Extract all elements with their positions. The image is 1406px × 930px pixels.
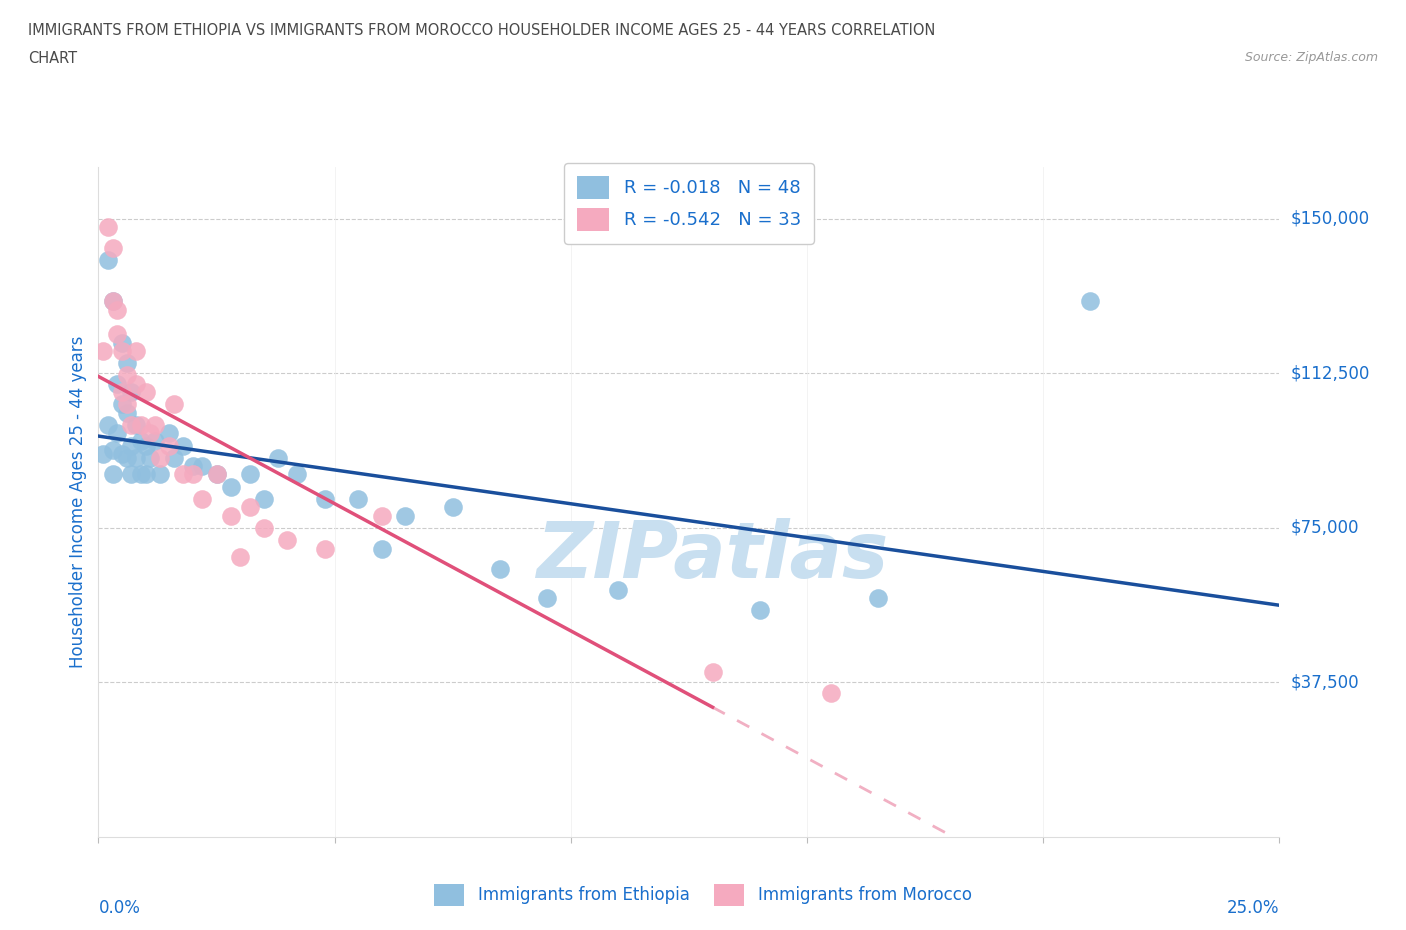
- Point: [105, 377, 128, 392]
- Point: [115, 450, 138, 465]
- Point: [239, 500, 262, 515]
- Point: [139, 426, 162, 441]
- Point: [115, 368, 138, 383]
- Point: [702, 665, 724, 680]
- Point: [229, 550, 252, 565]
- Legend: R = -0.018   N = 48, R = -0.542   N = 33: R = -0.018 N = 48, R = -0.542 N = 33: [564, 163, 814, 244]
- Point: [394, 508, 416, 523]
- Point: [239, 467, 262, 482]
- Point: [101, 294, 124, 309]
- Point: [129, 434, 152, 449]
- Point: [371, 508, 394, 523]
- Point: [205, 467, 228, 482]
- Point: [181, 467, 204, 482]
- Point: [125, 343, 148, 358]
- Point: [191, 492, 214, 507]
- Text: $75,000: $75,000: [1291, 519, 1360, 537]
- Point: [101, 443, 124, 458]
- Text: ZIPatlas: ZIPatlas: [537, 518, 889, 593]
- Point: [163, 397, 186, 412]
- Point: [139, 450, 162, 465]
- Point: [111, 446, 134, 461]
- Point: [101, 467, 124, 482]
- Point: [97, 219, 120, 234]
- Point: [105, 326, 128, 341]
- Point: [111, 397, 134, 412]
- Point: [125, 418, 148, 432]
- Point: [157, 438, 180, 453]
- Point: [105, 302, 128, 317]
- Text: $150,000: $150,000: [1291, 210, 1369, 228]
- Point: [129, 467, 152, 482]
- Point: [121, 467, 143, 482]
- Point: [111, 343, 134, 358]
- Point: [163, 450, 186, 465]
- Point: [191, 458, 214, 473]
- Point: [111, 384, 134, 399]
- Point: [135, 438, 157, 453]
- Point: [347, 492, 370, 507]
- Point: [91, 343, 114, 358]
- Point: [121, 384, 143, 399]
- Point: [314, 541, 336, 556]
- Point: [129, 418, 152, 432]
- Point: [125, 377, 148, 392]
- Text: CHART: CHART: [28, 51, 77, 66]
- Point: [135, 467, 157, 482]
- Point: [253, 521, 276, 536]
- Text: 25.0%: 25.0%: [1227, 898, 1279, 917]
- Point: [121, 438, 143, 453]
- Point: [101, 294, 124, 309]
- Text: 0.0%: 0.0%: [98, 898, 141, 917]
- Point: [441, 500, 464, 515]
- Point: [121, 418, 143, 432]
- Text: Source: ZipAtlas.com: Source: ZipAtlas.com: [1244, 51, 1378, 64]
- Point: [181, 458, 204, 473]
- Point: [267, 450, 290, 465]
- Point: [489, 562, 512, 577]
- Point: [748, 603, 770, 618]
- Point: [115, 405, 138, 420]
- Point: [253, 492, 276, 507]
- Point: [172, 467, 194, 482]
- Point: [97, 418, 120, 432]
- Text: $112,500: $112,500: [1291, 365, 1369, 382]
- Point: [91, 446, 114, 461]
- Point: [115, 397, 138, 412]
- Point: [172, 438, 194, 453]
- Point: [1080, 294, 1102, 309]
- Point: [205, 467, 228, 482]
- Text: IMMIGRANTS FROM ETHIOPIA VS IMMIGRANTS FROM MOROCCO HOUSEHOLDER INCOME AGES 25 -: IMMIGRANTS FROM ETHIOPIA VS IMMIGRANTS F…: [28, 23, 935, 38]
- Point: [607, 582, 630, 597]
- Point: [219, 479, 242, 494]
- Point: [536, 591, 558, 605]
- Point: [149, 450, 172, 465]
- Point: [157, 426, 180, 441]
- Point: [125, 450, 148, 465]
- Point: [105, 426, 128, 441]
- Point: [219, 508, 242, 523]
- Y-axis label: Householder Income Ages 25 - 44 years: Householder Income Ages 25 - 44 years: [69, 336, 87, 669]
- Text: $37,500: $37,500: [1291, 673, 1360, 692]
- Point: [101, 240, 124, 255]
- Legend: Immigrants from Ethiopia, Immigrants from Morocco: Immigrants from Ethiopia, Immigrants fro…: [427, 878, 979, 912]
- Point: [97, 253, 120, 268]
- Point: [149, 467, 172, 482]
- Point: [135, 384, 157, 399]
- Point: [276, 533, 298, 548]
- Point: [371, 541, 394, 556]
- Point: [866, 591, 889, 605]
- Point: [143, 418, 166, 432]
- Point: [820, 685, 842, 700]
- Point: [143, 434, 166, 449]
- Point: [314, 492, 336, 507]
- Point: [115, 355, 138, 370]
- Point: [111, 335, 134, 350]
- Point: [285, 467, 308, 482]
